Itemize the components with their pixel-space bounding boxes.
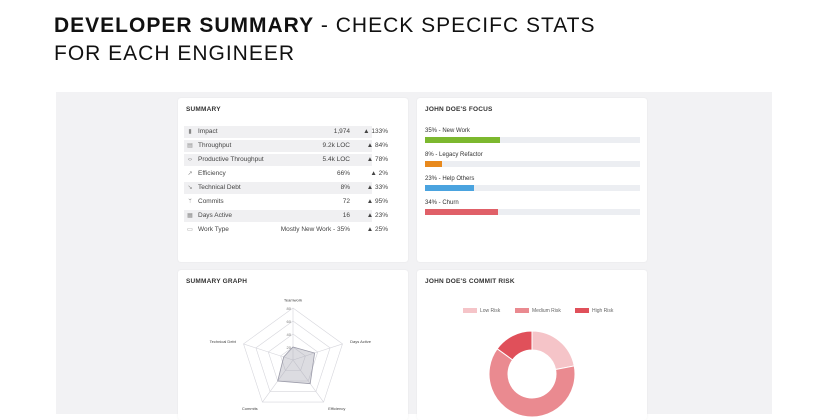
focus-item-label: 23% - Help Others [425, 176, 475, 182]
slide-title-bold: DEVELOPER SUMMARY [54, 14, 315, 37]
summary-row-delta: ▲ 78% [366, 156, 388, 163]
summary-row-value: 8% [340, 184, 350, 191]
summary-title: SUMMARY [186, 106, 221, 113]
radar-tick-label: 80 [287, 306, 292, 311]
summary-row-delta: ▲ 2% [370, 170, 388, 177]
summary-card: SUMMARY ▮ Impact 1,974 ▲ 133% ▤ Throughput 9.2… [178, 98, 408, 262]
summary-row-delta: ▲ 25% [366, 226, 388, 233]
dashboard-canvas: SUMMARY ▮ Impact 1,974 ▲ 133% ▤ Throughput 9.2… [56, 92, 772, 420]
summary-row-label: Technical Debt [198, 184, 241, 191]
summary-row-work-type: ▭ Work Type Mostly New Work - 35% ▲ 25% [184, 224, 388, 236]
slide-title: DEVELOPER SUMMARY - CHECK SPECIFC STATS … [54, 12, 596, 68]
summary-row-delta: ▲ 33% [366, 184, 388, 191]
summary-row-days-active: ▦ Days Active 16 ▲ 23% [184, 210, 388, 222]
summary-row-label: Days Active [198, 212, 232, 219]
legend-swatch [463, 308, 477, 314]
summary-row-label: Efficiency [198, 170, 226, 177]
legend-swatch [575, 308, 589, 314]
focus-title: JOHN DOE'S FOCUS [425, 106, 493, 113]
document-icon: ▤ [187, 143, 193, 149]
donut-slice-low-risk [531, 330, 575, 371]
radar-axis-label: Technical Debt [210, 339, 237, 344]
commit-risk-card: JOHN DOE'S COMMIT RISK Low Risk Medium Ri… [417, 270, 647, 420]
radar-axis-line [292, 359, 324, 403]
focus-bar-track [425, 161, 640, 167]
risk-legend-item: Low Risk [463, 308, 500, 314]
risk-legend-item: High Risk [575, 308, 613, 314]
risk-title: JOHN DOE'S COMMIT RISK [425, 278, 515, 285]
summary-row-value: 72 [342, 198, 350, 205]
focus-item-label: 35% - New Work [425, 128, 470, 134]
summary-row-value: 5.4k LOC [322, 156, 350, 163]
legend-swatch [515, 308, 529, 314]
radar-axis-label: Efficiency [328, 406, 345, 411]
radar-grid-ring [280, 346, 306, 371]
summary-row-delta: ▲ 84% [366, 142, 388, 149]
bar-chart-icon: ▮ [188, 129, 192, 135]
summary-row-delta: ▲ 23% [366, 212, 388, 219]
focus-bar-fill [425, 185, 475, 191]
summary-row-throughput: ▤ Throughput 9.2k LOC ▲ 84% [184, 140, 388, 152]
legend-label: High Risk [592, 308, 614, 314]
summary-row-label: Impact [198, 128, 218, 135]
trend-icon: ↗ [187, 171, 193, 177]
focus-item-label: 34% - Churn [425, 200, 459, 206]
focus-bar-track [425, 137, 640, 143]
summary-row-value: 9.2k LOC [322, 142, 350, 149]
summary-row-delta: ▲ 133% [363, 128, 388, 135]
summary-row-label: Work Type [198, 226, 229, 233]
radar-grid-ring [267, 333, 319, 382]
summary-row-label: Commits [198, 198, 224, 205]
radar-tick-label: 60 [287, 319, 292, 324]
focus-bar-fill [425, 161, 443, 167]
risk-legend-item: Medium Risk [515, 308, 561, 314]
focus-bar-track [425, 185, 640, 191]
summary-row-commits: ᛘ Commits 72 ▲ 95% [184, 196, 388, 208]
radar-grid-ring [255, 320, 331, 392]
radar-grid-ring [243, 307, 343, 403]
radar-axis-label: Days Active [350, 339, 372, 344]
focus-card: JOHN DOE'S FOCUS 35% - New Work 8% - Lega… [417, 98, 647, 262]
summary-row-value: 1,974 [333, 128, 350, 135]
radar-axis-line [243, 343, 294, 361]
radar-tick-label: 20 [287, 345, 292, 350]
summary-row-impact: ▮ Impact 1,974 ▲ 133% [184, 126, 388, 138]
radar-series-area [277, 346, 316, 385]
radar-axis-label: Commits [242, 406, 258, 411]
summary-row-efficiency: ↗ Efficiency 66% ▲ 2% [184, 168, 388, 180]
summary-row-delta: ▲ 95% [366, 198, 388, 205]
summary-row-technical-debt: ↘ Technical Debt 8% ▲ 33% [184, 182, 388, 194]
summary-row-value: Mostly New Work - 35% [280, 226, 350, 233]
focus-bar-fill [425, 137, 501, 143]
radar-tick-label: 40 [287, 332, 292, 337]
legend-label: Low Risk [480, 308, 501, 314]
code-icon: ‹› [188, 157, 192, 163]
graph-title: SUMMARY GRAPH [186, 278, 248, 285]
focus-item-label: 8% - Legacy Refactor [425, 152, 483, 158]
radar-axis-line [292, 343, 343, 361]
focus-bar-track [425, 209, 640, 215]
commit-icon: ᛘ [188, 199, 192, 205]
focus-bar-fill [425, 209, 499, 215]
slide-title-rest: - CHECK SPECIFC STATS [314, 14, 596, 37]
donut-slice-medium-risk [488, 348, 576, 418]
calendar-icon: ▦ [187, 213, 193, 219]
summary-row-value: 66% [336, 170, 350, 177]
debt-icon: ↘ [187, 185, 193, 191]
legend-label: Medium Risk [532, 308, 561, 314]
donut-slice-high-risk [496, 330, 533, 361]
slide-title-line2: FOR EACH ENGINEER [54, 42, 296, 65]
summary-row-value: 16 [342, 212, 350, 219]
radar-axis-label: Teamwork [284, 298, 302, 303]
donut-chart [488, 330, 576, 418]
summary-row-productive-throughput: ‹› Productive Throughput 5.4k LOC ▲ 78% [184, 154, 388, 166]
summary-graph-card: SUMMARY GRAPH 80 60 40 20 Teamwork Days Activ… [178, 270, 408, 420]
summary-row-label: Productive Throughput [198, 156, 264, 163]
radar-chart: 80 60 40 20 Teamwork Days Active Efficiency Com… [210, 298, 372, 412]
summary-row-label: Throughput [198, 142, 232, 149]
folder-icon: ▭ [187, 227, 193, 233]
